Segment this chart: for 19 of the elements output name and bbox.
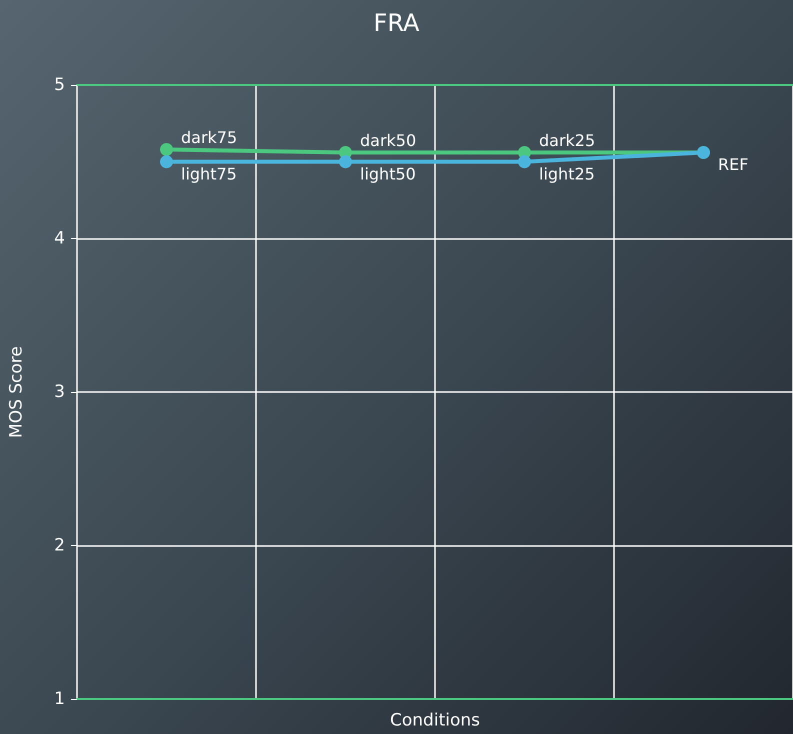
point — [339, 155, 352, 168]
data-label: light50 — [360, 164, 416, 184]
chart-title: FRA — [374, 9, 420, 37]
y-tick-label: 4 — [54, 228, 65, 249]
y-tick-label: 5 — [54, 75, 65, 95]
y-tick-label: 2 — [54, 536, 65, 556]
x-axis-title: Conditions — [390, 710, 480, 730]
y-tick-label: 3 — [54, 382, 65, 402]
point — [160, 142, 173, 156]
data-label: REF — [718, 155, 748, 174]
data-label: light75 — [181, 164, 237, 184]
data-label: dark25 — [539, 131, 596, 150]
data-label: light25 — [539, 164, 595, 184]
point — [160, 155, 173, 168]
y-tick-label: 1 — [54, 689, 65, 710]
y-axis-title: MOS Score — [6, 346, 26, 438]
point — [518, 155, 531, 168]
data-label: dark50 — [360, 131, 416, 150]
data-label: dark75 — [181, 128, 238, 147]
